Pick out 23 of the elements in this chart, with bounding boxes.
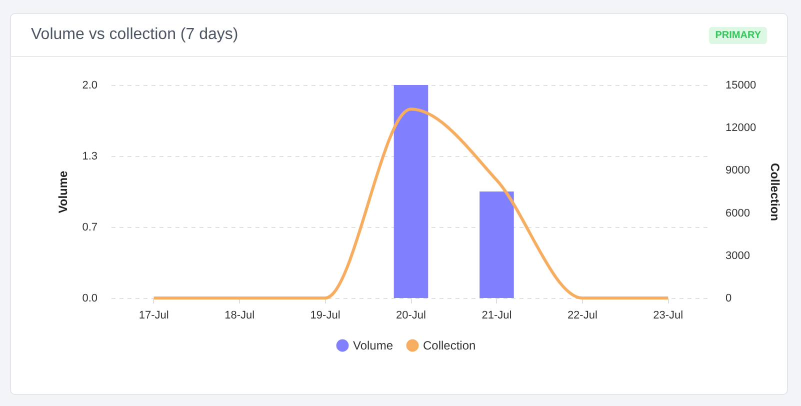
text: PRIMARY [709,26,767,44]
y-tick-label: 1.3 [82,150,98,163]
chart-title: Volume vs collection (7 days) [31,26,238,44]
x-tick-label: 18-Jul [224,310,255,322]
legend-label: Collection [423,338,476,353]
y2-tick-label: 15000 [726,80,756,92]
y2-axis-title: Collection [768,162,782,222]
y2-tick-label: 9000 [726,164,750,177]
y2-tick-label: 3000 [726,250,750,262]
y-axis-title: Volume [56,170,70,214]
x-tick-label: 22-Jul [567,310,598,322]
x-tick-label: 20-Jul [396,310,426,322]
x-tick-label: 21-Jul [482,310,512,322]
y2-tick-label: 0 [726,292,732,304]
x-tick-label: 19-Jul [310,310,340,322]
x-tick-label: 17-Jul [138,310,169,322]
y-tick-label: 0.0 [82,292,98,304]
y2-tick-label: 6000 [726,207,750,220]
y-tick-label: 2.0 [82,80,98,92]
y-tick-label: 0.7 [82,221,98,234]
x-tick-label: 23-Jul [653,310,684,322]
y2-tick-label: 12000 [726,122,756,134]
legend-label: Volume [353,338,394,353]
